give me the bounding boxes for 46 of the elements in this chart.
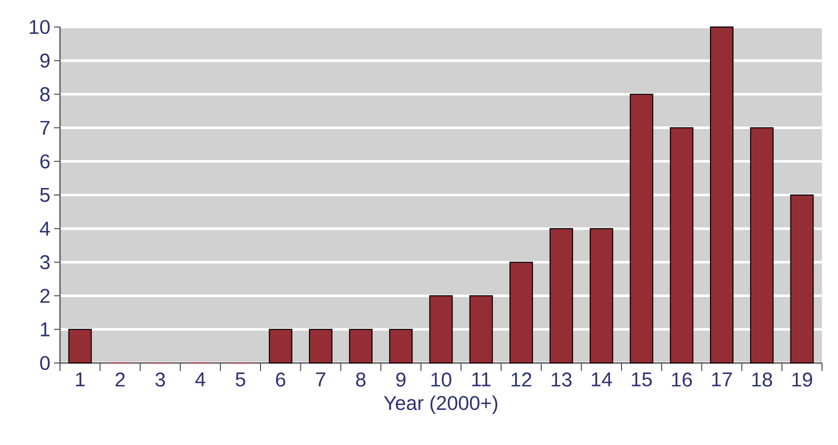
x-tick-label: 12 <box>512 372 532 386</box>
y-tick-label: 5 <box>40 188 50 202</box>
x-tick-label: 11 <box>472 372 490 386</box>
x-tick-label: 1 <box>76 372 85 386</box>
y-tick-label: 3 <box>40 255 50 270</box>
x-tick-label: 4 <box>195 372 206 386</box>
x-tick-label: 7 <box>316 372 326 386</box>
bar <box>268 328 292 364</box>
x-axis-title: Year (2000+) <box>384 395 498 414</box>
x-tick-label: 3 <box>155 372 165 387</box>
bar <box>349 328 373 364</box>
x-tick-label: 5 <box>236 372 246 386</box>
bar <box>308 328 332 364</box>
x-tick-label: 9 <box>396 372 406 387</box>
y-tick-label: 6 <box>40 154 50 168</box>
bar <box>670 127 694 364</box>
bar <box>429 295 453 364</box>
y-tick-label: 0 <box>40 356 50 370</box>
bar <box>509 262 533 364</box>
y-tick-label: 8 <box>40 87 50 102</box>
x-tick-label: 17 <box>712 372 732 386</box>
x-tick-label: 13 <box>552 372 572 387</box>
bar <box>710 26 734 364</box>
y-tick-label: 7 <box>40 120 50 135</box>
bar <box>389 328 413 364</box>
bar <box>590 228 614 364</box>
bar <box>790 194 814 364</box>
bar <box>469 295 493 364</box>
x-tick-label: 16 <box>672 372 692 387</box>
y-tick-label: 10 <box>30 20 50 34</box>
x-tick-label: 14 <box>592 372 612 386</box>
x-tick-label: 19 <box>792 372 812 387</box>
y-tick-label: 4 <box>40 222 50 236</box>
bar <box>750 127 774 364</box>
x-tick-label: 8 <box>356 372 366 387</box>
x-tick-label: 18 <box>752 372 772 387</box>
x-tick-label: 2 <box>116 372 125 386</box>
y-tick-label: 1 <box>40 322 50 336</box>
x-tick-label: 15 <box>632 372 652 386</box>
y-tick-label: 9 <box>40 54 50 68</box>
bar <box>68 328 92 364</box>
bar <box>630 94 654 364</box>
x-tick-label: 6 <box>276 372 286 387</box>
y-tick-label: 2 <box>40 288 50 303</box>
bar <box>550 228 574 364</box>
x-tick-label: 10 <box>431 372 452 387</box>
